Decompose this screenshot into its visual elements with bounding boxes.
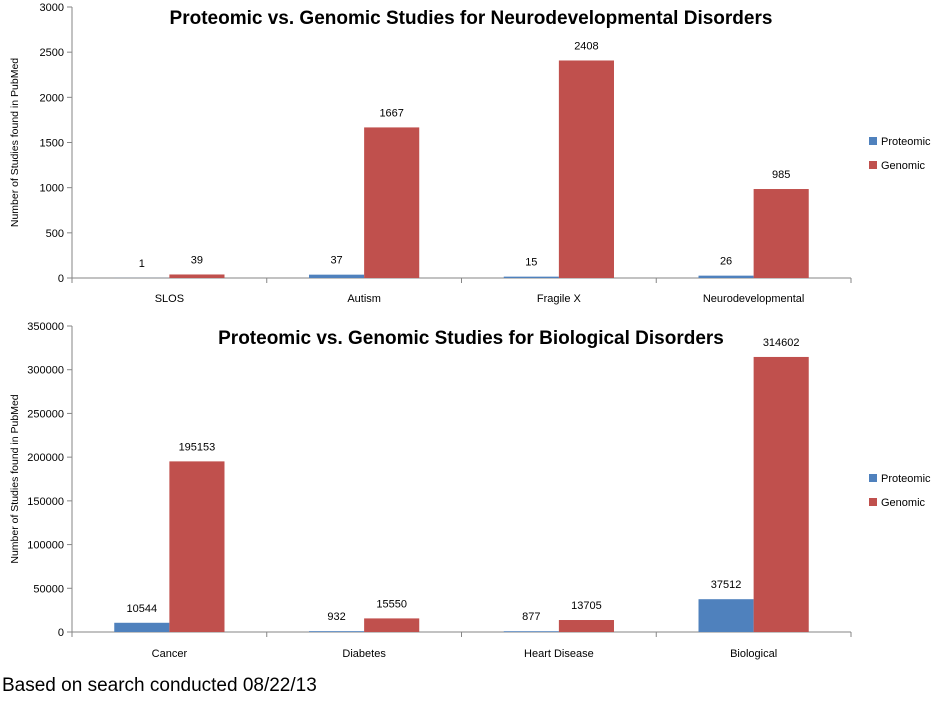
y-tick-label: 0 bbox=[58, 273, 64, 285]
y-tick-label: 500 bbox=[46, 228, 64, 240]
category-label: Autism bbox=[347, 293, 381, 305]
bar-genomic bbox=[364, 127, 420, 278]
y-tick-label: 50000 bbox=[33, 583, 64, 595]
data-label: 15 bbox=[525, 257, 537, 269]
data-label: 195153 bbox=[179, 441, 216, 453]
data-label: 10544 bbox=[127, 603, 158, 615]
y-axis-label: Number of Studies found in PubMed bbox=[9, 394, 21, 563]
legend-label: Proteomic bbox=[881, 136, 931, 148]
data-label: 985 bbox=[772, 169, 790, 181]
category-label: Fragile X bbox=[537, 293, 582, 305]
data-label: 39 bbox=[191, 254, 203, 266]
data-label: 37 bbox=[330, 255, 342, 267]
category-label: Cancer bbox=[152, 648, 188, 660]
data-label: 26 bbox=[720, 256, 732, 268]
bar-genomic bbox=[169, 274, 225, 278]
chart-title: Proteomic vs. Genomic Studies for Neurod… bbox=[170, 8, 773, 29]
y-tick-label: 300000 bbox=[27, 365, 64, 377]
y-tick-label: 200000 bbox=[27, 452, 64, 464]
legend-label: Proteomic bbox=[881, 473, 931, 485]
y-tick-label: 100000 bbox=[27, 540, 64, 552]
legend-label: Genomic bbox=[881, 160, 926, 172]
bar-proteomic bbox=[698, 275, 754, 278]
data-label: 1667 bbox=[379, 107, 403, 119]
bar-genomic bbox=[753, 356, 809, 632]
bar-genomic bbox=[558, 620, 614, 632]
data-label: 15550 bbox=[376, 598, 407, 610]
y-tick-label: 0 bbox=[58, 627, 64, 639]
bar-proteomic bbox=[114, 622, 170, 632]
legend-swatch bbox=[869, 137, 877, 145]
bar-genomic bbox=[169, 461, 225, 632]
y-tick-label: 250000 bbox=[27, 408, 64, 420]
data-label: 932 bbox=[327, 611, 345, 623]
y-axis-label: Number of Studies found in PubMed bbox=[9, 58, 21, 227]
bar-genomic bbox=[364, 618, 420, 632]
y-tick-label: 150000 bbox=[27, 496, 64, 508]
bar-proteomic bbox=[309, 631, 365, 632]
category-label: SLOS bbox=[155, 293, 184, 305]
legend-swatch bbox=[869, 474, 877, 482]
category-label: Diabetes bbox=[342, 648, 386, 660]
y-tick-label: 350000 bbox=[27, 321, 64, 333]
category-label: Biological bbox=[730, 648, 777, 660]
category-label: Neurodevelopmental bbox=[703, 293, 805, 305]
data-label: 1 bbox=[139, 258, 145, 270]
data-label: 2408 bbox=[574, 40, 598, 52]
legend-label: Genomic bbox=[881, 497, 926, 509]
footnote: Based on search conducted 08/22/13 bbox=[2, 675, 317, 696]
legend-swatch bbox=[869, 161, 877, 169]
data-label: 314602 bbox=[763, 337, 800, 349]
data-label: 877 bbox=[522, 611, 540, 623]
y-tick-label: 2500 bbox=[40, 47, 64, 59]
legend-swatch bbox=[869, 498, 877, 506]
bar-proteomic bbox=[309, 274, 365, 278]
chart-title: Proteomic vs. Genomic Studies for Biolog… bbox=[218, 328, 724, 349]
bar-proteomic bbox=[503, 276, 559, 278]
bar-proteomic bbox=[698, 599, 754, 632]
y-tick-label: 1500 bbox=[40, 138, 64, 150]
bar-proteomic bbox=[503, 631, 559, 632]
data-label: 37512 bbox=[711, 579, 742, 591]
category-label: Heart Disease bbox=[524, 648, 594, 660]
y-tick-label: 2000 bbox=[40, 92, 64, 104]
bar-genomic bbox=[753, 189, 809, 278]
y-tick-label: 3000 bbox=[40, 2, 64, 14]
data-label: 13705 bbox=[571, 600, 602, 612]
bar-genomic bbox=[558, 60, 614, 279]
y-tick-label: 1000 bbox=[40, 183, 64, 195]
